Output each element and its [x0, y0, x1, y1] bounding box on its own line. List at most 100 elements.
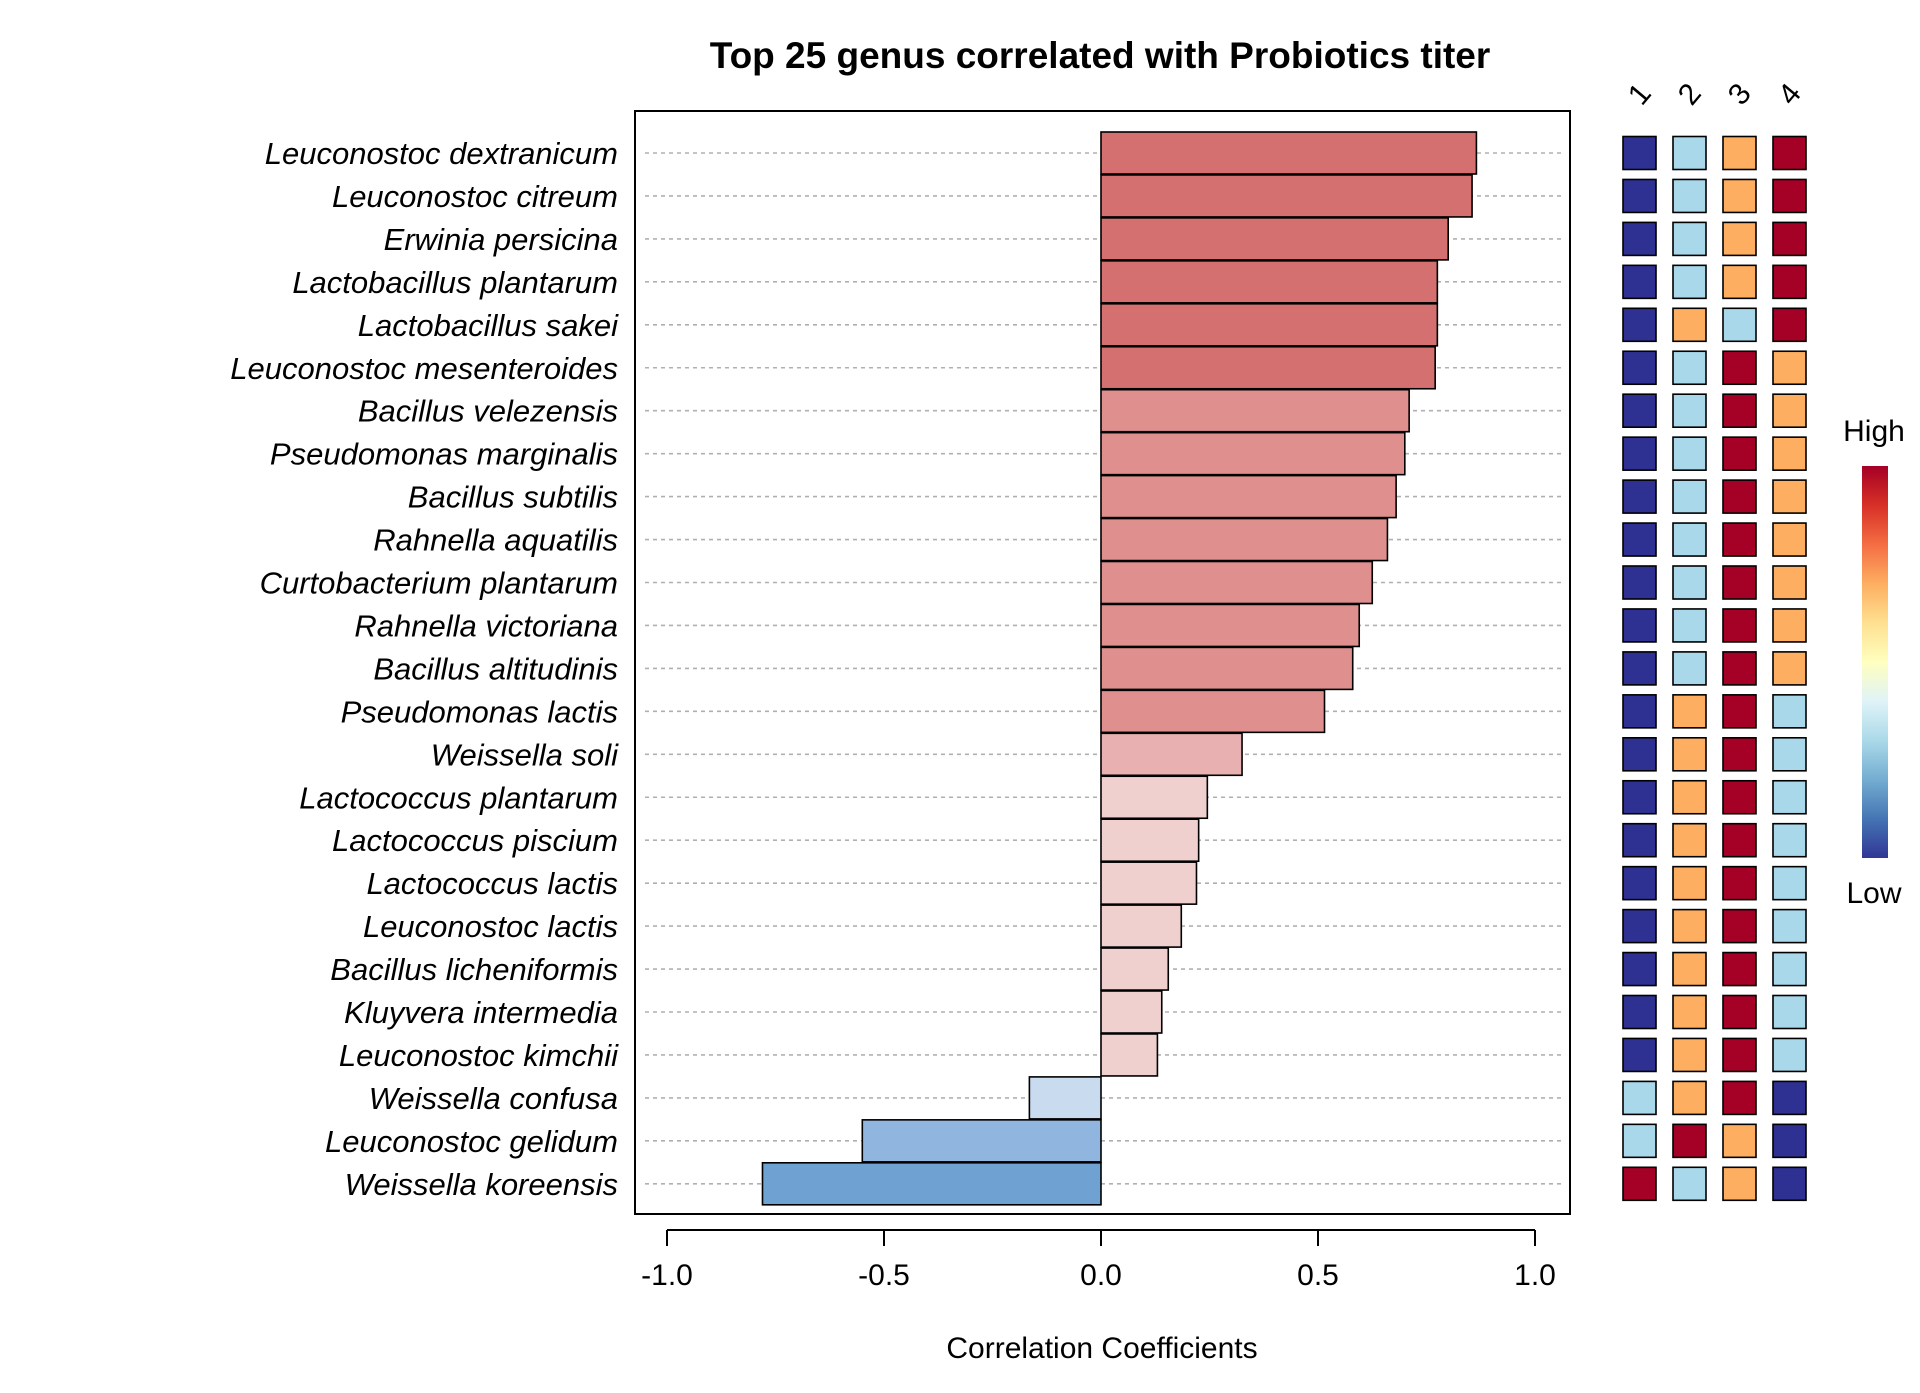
category-label: Leuconostoc lactis — [363, 909, 618, 944]
heatmap-cell — [1622, 1123, 1657, 1159]
heatmap-cell — [1722, 221, 1757, 257]
heatmap-cell — [1722, 436, 1757, 471]
category-label: Curtobacterium plantarum — [260, 566, 618, 601]
bars — [761, 131, 1478, 1206]
bar — [1100, 1033, 1159, 1077]
bar — [1100, 431, 1406, 476]
plot-frame — [634, 110, 1571, 1215]
heatmap-cell — [1622, 694, 1657, 729]
heatmap-cell — [1772, 779, 1807, 815]
heatmap-cell — [1672, 1123, 1707, 1159]
heatmap-cell — [1772, 736, 1807, 772]
x-tick-label: 1.0 — [1514, 1259, 1556, 1292]
heatmap-cell — [1622, 651, 1657, 686]
heatmap-cell — [1622, 908, 1657, 944]
heatmap-cell — [1622, 1166, 1657, 1202]
heatmap-cell — [1772, 694, 1807, 729]
x-axis: -1.0 -0.5 0.0 0.5 1.0 — [641, 1229, 1556, 1292]
heatmap-cell — [1772, 522, 1807, 557]
heatmap-cell — [1672, 908, 1707, 944]
heatmap-cell — [1772, 1123, 1807, 1159]
heatmap-cell — [1772, 565, 1807, 600]
heatmap-cell — [1672, 1080, 1707, 1116]
bar — [1100, 388, 1410, 433]
heatmap-cell — [1722, 307, 1757, 343]
heatmap-cell — [1622, 307, 1657, 343]
heatmap-cell — [1722, 1123, 1757, 1159]
heatmap-cell — [1722, 994, 1757, 1030]
heatmap-cell — [1672, 221, 1707, 257]
heatmap-cell — [1672, 608, 1707, 643]
heatmap-cell — [1772, 1166, 1807, 1202]
bar — [1100, 818, 1200, 863]
heatmap-cell — [1772, 135, 1807, 171]
heatmap-cell — [1672, 135, 1707, 171]
category-label: Lactobacillus sakei — [358, 308, 619, 343]
bar — [1100, 603, 1361, 648]
heatmap-cell — [1722, 264, 1757, 300]
category-label: Rahnella aquatilis — [373, 523, 618, 558]
category-label: Leuconostoc mesenteroides — [230, 351, 618, 386]
bar — [761, 1162, 1102, 1206]
legend-low-label: Low — [1846, 877, 1901, 910]
heatmap-cell — [1622, 264, 1657, 300]
heatmap-column-label: 1 — [1622, 77, 1658, 111]
heatmap-cell — [1622, 779, 1657, 815]
heatmap-cell — [1672, 479, 1707, 514]
category-label: Bacillus altitudinis — [373, 651, 618, 686]
heatmap-cell — [1672, 1037, 1707, 1073]
x-tick-label: -1.0 — [641, 1259, 693, 1292]
heatmap-cell — [1722, 779, 1757, 815]
heatmap-cell — [1722, 608, 1757, 643]
bar — [1100, 990, 1163, 1034]
category-label: Lactobacillus plantarum — [292, 265, 618, 300]
heatmap-cell — [1672, 994, 1707, 1030]
bar — [1100, 861, 1198, 905]
heatmap-cell — [1722, 565, 1757, 600]
bar — [1100, 217, 1450, 261]
category-label: Lactococcus plantarum — [299, 780, 618, 815]
heatmap-cell — [1772, 479, 1807, 514]
heatmap-cell — [1622, 1080, 1657, 1116]
heatmap-cell — [1722, 1080, 1757, 1116]
heatmap-cell — [1672, 779, 1707, 815]
heatmap-cell — [1672, 694, 1707, 729]
category-label: Weissella soli — [431, 737, 619, 772]
heatmap-cell — [1722, 135, 1757, 171]
heatmap-cell — [1622, 393, 1657, 429]
heatmap-cell — [1722, 350, 1757, 386]
heatmap-cell — [1672, 522, 1707, 557]
heatmap-cell — [1672, 736, 1707, 772]
heatmap-cell — [1772, 994, 1807, 1030]
heatmap-cell — [1622, 736, 1657, 772]
heatmap-cell — [1622, 951, 1657, 987]
heatmap-cell — [1622, 178, 1657, 214]
heatmap-cell — [1672, 951, 1707, 987]
heatmap-cell — [1772, 178, 1807, 214]
legend-high-label: High — [1843, 415, 1905, 448]
heatmap-cell — [1622, 436, 1657, 471]
bar — [1100, 560, 1374, 605]
chart-title: Top 25 genus correlated with Probiotics … — [710, 35, 1491, 76]
category-label: Pseudomonas lactis — [341, 694, 618, 729]
heatmap-cell — [1722, 178, 1757, 214]
heatmap-cell — [1772, 865, 1807, 901]
heatmap-cell — [1772, 393, 1807, 429]
heatmap-cell — [1622, 479, 1657, 514]
bar — [1100, 260, 1439, 304]
heatmap-cell — [1672, 865, 1707, 901]
heatmap-cell — [1722, 865, 1757, 901]
heatmap-cell — [1772, 264, 1807, 300]
heatmap-cell — [1722, 908, 1757, 944]
heatmap-cell — [1722, 651, 1757, 686]
category-label: Leuconostoc gelidum — [325, 1124, 618, 1159]
category-label: Leuconostoc citreum — [332, 179, 618, 214]
category-label: Weissella confusa — [369, 1081, 618, 1116]
heatmap-cell — [1622, 350, 1657, 386]
heatmap-cell — [1772, 822, 1807, 858]
heatmap-column-label: 3 — [1722, 77, 1758, 111]
heatmap-cell — [1772, 1080, 1807, 1116]
bar — [1100, 904, 1183, 948]
